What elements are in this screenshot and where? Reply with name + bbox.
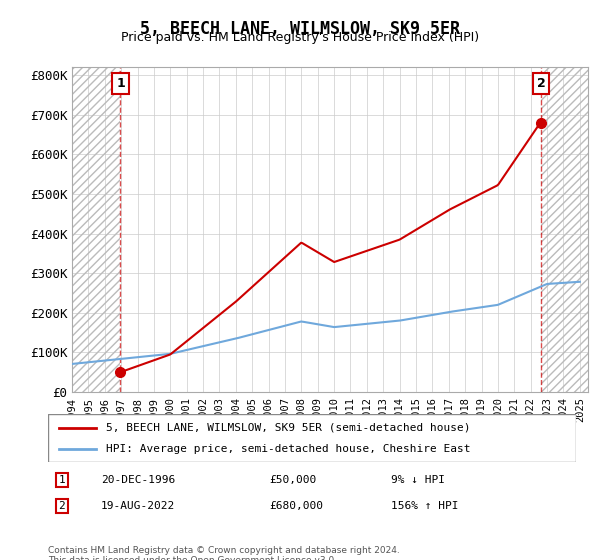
- FancyBboxPatch shape: [48, 414, 576, 462]
- Text: 5, BEECH LANE, WILMSLOW, SK9 5ER: 5, BEECH LANE, WILMSLOW, SK9 5ER: [140, 20, 460, 38]
- Bar: [541, 67, 588, 392]
- Text: Price paid vs. HM Land Registry's House Price Index (HPI): Price paid vs. HM Land Registry's House …: [121, 31, 479, 44]
- Bar: [541, 67, 588, 392]
- Text: 20-DEC-1996: 20-DEC-1996: [101, 475, 175, 485]
- Text: HPI: Average price, semi-detached house, Cheshire East: HPI: Average price, semi-detached house,…: [106, 444, 470, 454]
- Text: 2: 2: [59, 501, 65, 511]
- Text: 1: 1: [59, 475, 65, 485]
- Text: 1: 1: [116, 77, 125, 90]
- Bar: [72, 67, 121, 392]
- Text: £50,000: £50,000: [270, 475, 317, 485]
- Text: 19-AUG-2022: 19-AUG-2022: [101, 501, 175, 511]
- Text: £680,000: £680,000: [270, 501, 324, 511]
- Text: 9% ↓ HPI: 9% ↓ HPI: [391, 475, 445, 485]
- Text: 156% ↑ HPI: 156% ↑ HPI: [391, 501, 459, 511]
- Text: 5, BEECH LANE, WILMSLOW, SK9 5ER (semi-detached house): 5, BEECH LANE, WILMSLOW, SK9 5ER (semi-d…: [106, 423, 470, 433]
- Text: Contains HM Land Registry data © Crown copyright and database right 2024.
This d: Contains HM Land Registry data © Crown c…: [48, 546, 400, 560]
- Bar: [72, 67, 121, 392]
- Text: 2: 2: [536, 77, 545, 90]
